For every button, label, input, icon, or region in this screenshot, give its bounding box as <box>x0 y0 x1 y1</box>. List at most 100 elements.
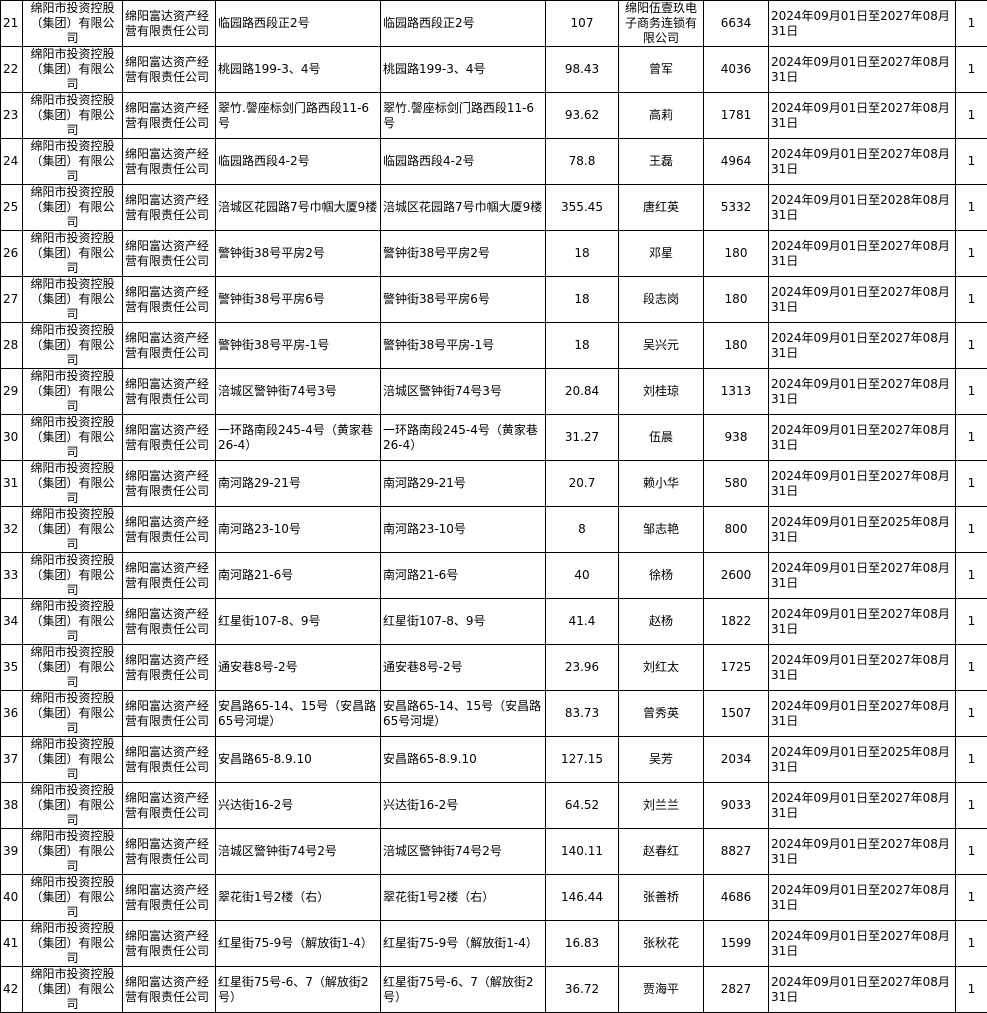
rent-cell: 2600 <box>704 553 769 599</box>
location-cell: 桃园路199-3、4号 <box>381 47 546 93</box>
count-cell: 1 <box>956 93 987 139</box>
tenant-cell: 张善桥 <box>619 875 704 921</box>
area-cell: 83.73 <box>546 691 619 737</box>
tenant-cell: 徐杨 <box>619 553 704 599</box>
count-cell: 1 <box>956 967 987 1013</box>
rent-cell: 2827 <box>704 967 769 1013</box>
location-cell: 翠竹.謦座标剑门路西段11-6号 <box>381 93 546 139</box>
location-cell: 红星街107-8、9号 <box>381 599 546 645</box>
address-cell: 一环路南段245-4号（黄家巷26-4） <box>216 415 381 461</box>
tenant-cell: 伍晨 <box>619 415 704 461</box>
count-cell: 1 <box>956 369 987 415</box>
lease-period-cell: 2024年09月01日至2027年08月31日 <box>769 783 956 829</box>
owner-cell: 绵阳市投资控股（集团）有限公司 <box>23 967 123 1013</box>
count-cell: 1 <box>956 277 987 323</box>
owner-cell: 绵阳市投资控股（集团）有限公司 <box>23 277 123 323</box>
operator-cell: 绵阳富达资产经营有限责任公司 <box>123 277 216 323</box>
address-cell: 警钟街38号平房-1号 <box>216 323 381 369</box>
location-cell: 警钟街38号平房-1号 <box>381 323 546 369</box>
operator-cell: 绵阳富达资产经营有限责任公司 <box>123 599 216 645</box>
area-cell: 41.4 <box>546 599 619 645</box>
location-cell: 红星街75-9号（解放街1-4） <box>381 921 546 967</box>
row-number: 25 <box>1 185 23 231</box>
area-cell: 20.7 <box>546 461 619 507</box>
tenant-cell: 刘桂琼 <box>619 369 704 415</box>
owner-cell: 绵阳市投资控股（集团）有限公司 <box>23 231 123 277</box>
row-number: 37 <box>1 737 23 783</box>
address-cell: 翠竹.謦座标剑门路西段11-6号 <box>216 93 381 139</box>
location-cell: 通安巷8号-2号 <box>381 645 546 691</box>
lease-period-cell: 2024年09月01日至2027年08月31日 <box>769 553 956 599</box>
rent-cell: 180 <box>704 323 769 369</box>
location-cell: 涪城区警钟街74号2号 <box>381 829 546 875</box>
rent-cell: 800 <box>704 507 769 553</box>
lease-period-cell: 2024年09月01日至2027年08月31日 <box>769 921 956 967</box>
tenant-cell: 王磊 <box>619 139 704 185</box>
owner-cell: 绵阳市投资控股（集团）有限公司 <box>23 47 123 93</box>
tenant-cell: 赖小华 <box>619 461 704 507</box>
owner-cell: 绵阳市投资控股（集团）有限公司 <box>23 139 123 185</box>
area-cell: 140.11 <box>546 829 619 875</box>
address-cell: 涪城区警钟街74号3号 <box>216 369 381 415</box>
tenant-cell: 贾海平 <box>619 967 704 1013</box>
location-cell: 南河路21-6号 <box>381 553 546 599</box>
tenant-cell: 唐红英 <box>619 185 704 231</box>
operator-cell: 绵阳富达资产经营有限责任公司 <box>123 369 216 415</box>
address-cell: 警钟街38号平房6号 <box>216 277 381 323</box>
row-number: 24 <box>1 139 23 185</box>
owner-cell: 绵阳市投资控股（集团）有限公司 <box>23 921 123 967</box>
operator-cell: 绵阳富达资产经营有限责任公司 <box>123 691 216 737</box>
lease-period-cell: 2024年09月01日至2027年08月31日 <box>769 323 956 369</box>
location-cell: 警钟街38号平房2号 <box>381 231 546 277</box>
rent-cell: 1725 <box>704 645 769 691</box>
owner-cell: 绵阳市投资控股（集团）有限公司 <box>23 783 123 829</box>
address-cell: 南河路23-10号 <box>216 507 381 553</box>
location-cell: 翠花街1号2楼（右） <box>381 875 546 921</box>
rent-cell: 1507 <box>704 691 769 737</box>
row-number: 22 <box>1 47 23 93</box>
area-cell: 18 <box>546 231 619 277</box>
tenant-cell: 张秋花 <box>619 921 704 967</box>
lease-period-cell: 2024年09月01日至2027年08月31日 <box>769 645 956 691</box>
location-cell: 警钟街38号平房6号 <box>381 277 546 323</box>
row-number: 23 <box>1 93 23 139</box>
count-cell: 1 <box>956 783 987 829</box>
count-cell: 1 <box>956 737 987 783</box>
owner-cell: 绵阳市投资控股（集团）有限公司 <box>23 1 123 47</box>
address-cell: 红星街107-8、9号 <box>216 599 381 645</box>
row-number: 28 <box>1 323 23 369</box>
address-cell: 安昌路65-8.9.10 <box>216 737 381 783</box>
rent-cell: 1781 <box>704 93 769 139</box>
rent-cell: 4686 <box>704 875 769 921</box>
row-number: 31 <box>1 461 23 507</box>
owner-cell: 绵阳市投资控股（集团）有限公司 <box>23 553 123 599</box>
location-cell: 安昌路65-14、15号（安昌路65号河堤） <box>381 691 546 737</box>
area-cell: 127.15 <box>546 737 619 783</box>
owner-cell: 绵阳市投资控股（集团）有限公司 <box>23 599 123 645</box>
area-cell: 8 <box>546 507 619 553</box>
count-cell: 1 <box>956 1 987 47</box>
rent-cell: 2034 <box>704 737 769 783</box>
lease-period-cell: 2024年09月01日至2025年08月31日 <box>769 737 956 783</box>
owner-cell: 绵阳市投资控股（集团）有限公司 <box>23 93 123 139</box>
area-cell: 36.72 <box>546 967 619 1013</box>
operator-cell: 绵阳富达资产经营有限责任公司 <box>123 461 216 507</box>
location-cell: 南河路23-10号 <box>381 507 546 553</box>
operator-cell: 绵阳富达资产经营有限责任公司 <box>123 323 216 369</box>
address-cell: 红星街75-9号（解放街1-4） <box>216 921 381 967</box>
area-cell: 98.43 <box>546 47 619 93</box>
row-number: 39 <box>1 829 23 875</box>
operator-cell: 绵阳富达资产经营有限责任公司 <box>123 737 216 783</box>
operator-cell: 绵阳富达资产经营有限责任公司 <box>123 231 216 277</box>
lease-period-cell: 2024年09月01日至2027年08月31日 <box>769 691 956 737</box>
